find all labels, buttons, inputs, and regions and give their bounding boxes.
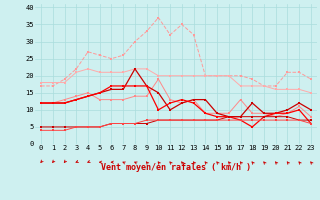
X-axis label: Vent moyen/en rafales ( km/h ): Vent moyen/en rafales ( km/h )	[101, 162, 251, 171]
